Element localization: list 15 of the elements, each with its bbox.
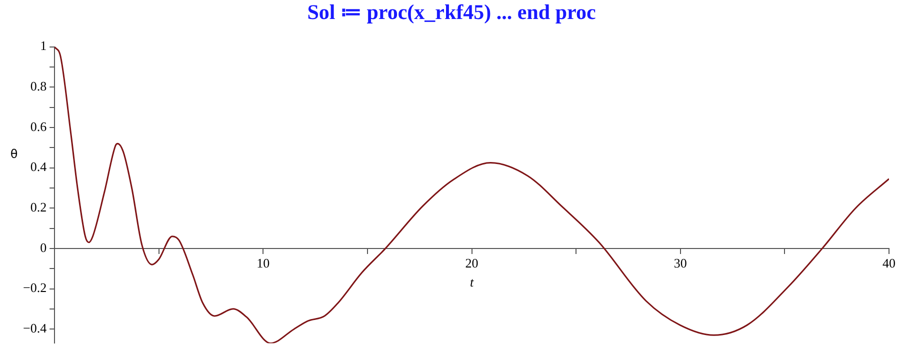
y-tick-label: 1 [40,38,47,54]
x-tick-label: 40 [882,256,896,271]
x-tick-label: 30 [674,256,687,271]
y-tick-label: 0.4 [30,159,48,174]
chart-title: Sol ≔ proc(x_rkf45) ... end proc [306,0,597,26]
y-tick-label: 0.6 [30,118,48,134]
y-axis-title: θ [10,147,18,162]
y-tick-label: −0.2 [22,280,47,296]
y-tick-label: 0.2 [30,200,47,215]
y-tick-label: 0 [40,240,47,255]
x-axis-title: t [470,274,474,290]
y-tick-label: 0.8 [30,78,47,94]
x-tick-label: 20 [465,256,478,271]
x-tick-label: 10 [256,256,270,271]
y-tick-label: −0.4 [22,320,48,336]
